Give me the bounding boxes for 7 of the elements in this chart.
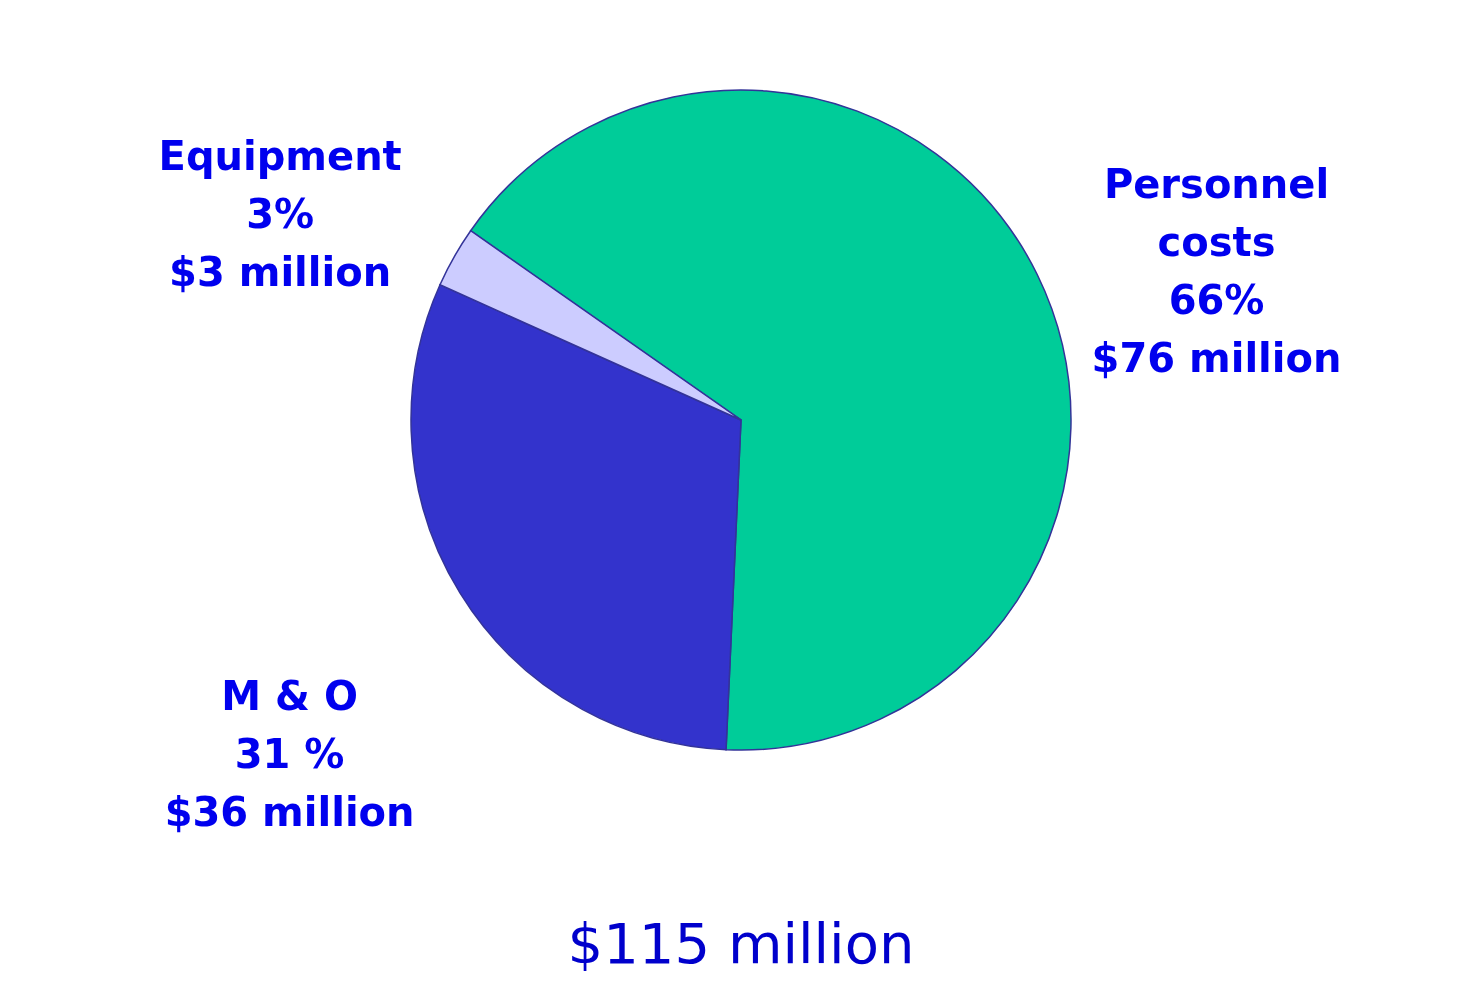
slice-label: M & O xyxy=(221,672,358,719)
data-label: 3% $3 million xyxy=(169,191,392,296)
text: $115 million xyxy=(567,911,915,976)
data-label: 66% $76 million xyxy=(1091,276,1342,381)
slice-label: Personnel costs xyxy=(1103,160,1330,265)
slice-label: Equipment xyxy=(158,133,402,180)
data-label: 31 % $36 million xyxy=(164,730,415,835)
